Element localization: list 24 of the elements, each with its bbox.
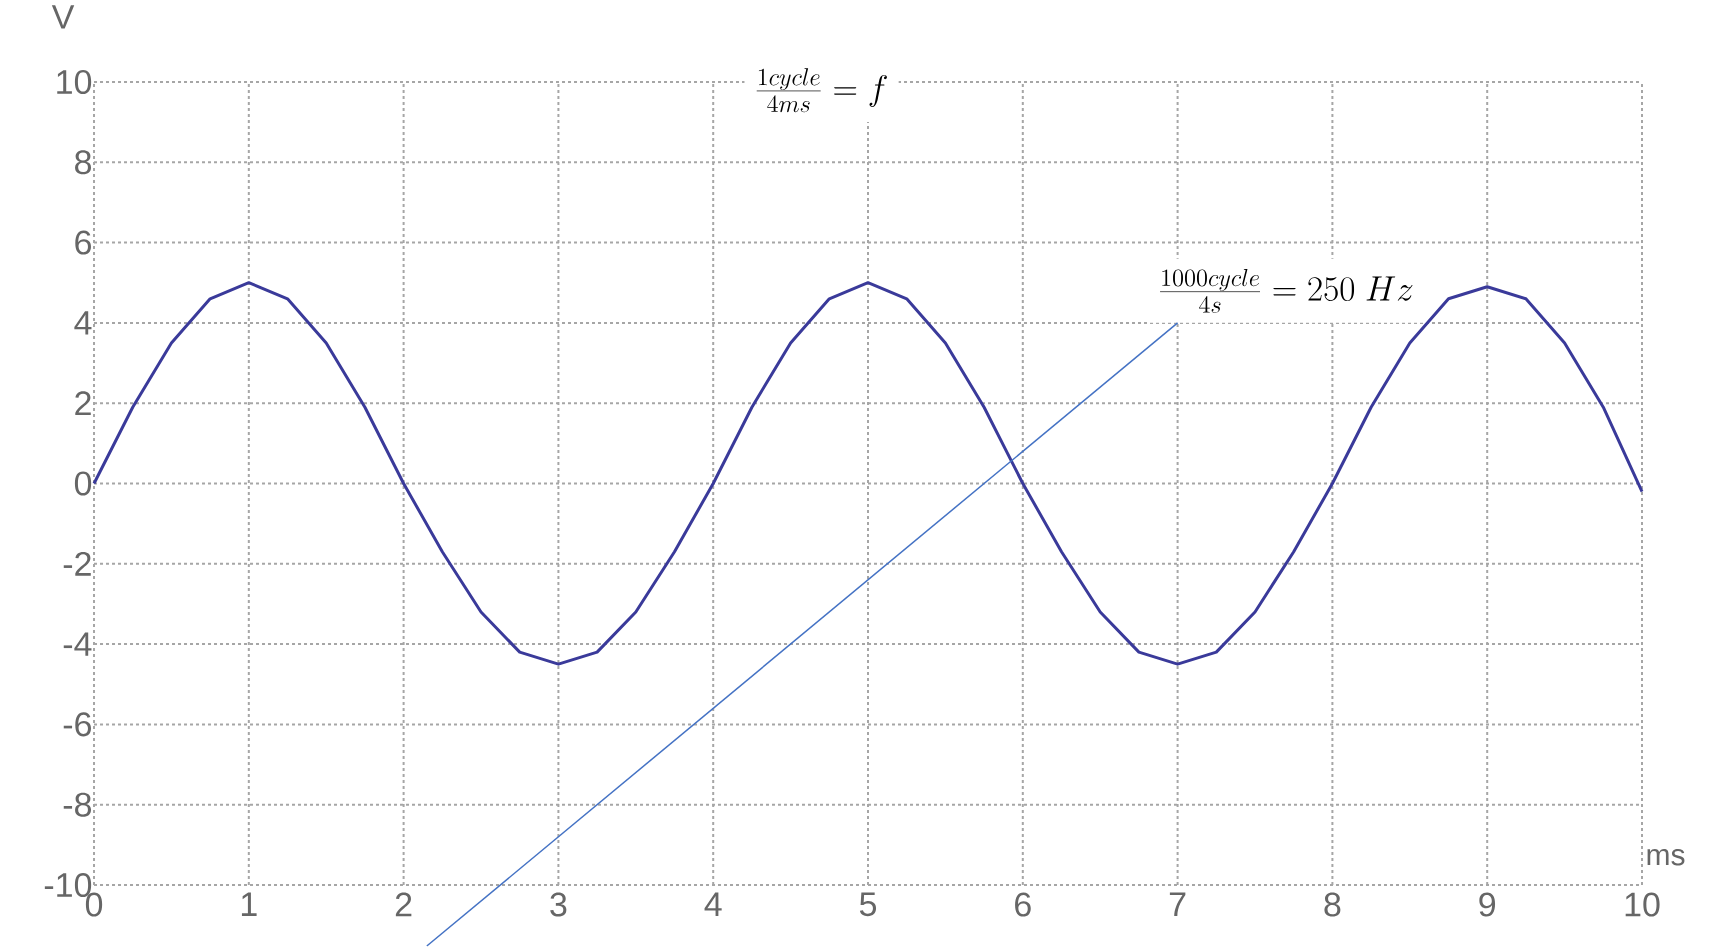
y-axis-title: V xyxy=(51,5,75,29)
x-tick-label: 3 xyxy=(550,892,567,917)
y-tick-label: 2 xyxy=(75,391,91,416)
x-tick-label: 8 xyxy=(1324,892,1341,917)
y-tick-label: -8 xyxy=(63,792,92,817)
x-tick-label: 1 xyxy=(241,892,257,917)
y-tick-label: 10 xyxy=(57,70,92,95)
x-tick-label: 10 xyxy=(1625,892,1660,917)
y-tick-label: 4 xyxy=(74,311,92,335)
y-tick-label: 8 xyxy=(75,150,92,175)
x-tick-label: 2 xyxy=(395,892,412,917)
annotation: $\frac{1cycle}{4ms} = f$ xyxy=(756,68,887,113)
x-tick-label: 9 xyxy=(1479,892,1496,917)
y-tick-label: -6 xyxy=(63,712,91,737)
x-tick-label: 4 xyxy=(704,892,722,917)
y-tick-label: -4 xyxy=(63,632,92,656)
x-tick-label: 7 xyxy=(1169,892,1186,917)
y-tick-label: 6 xyxy=(75,230,91,255)
annotation: $\frac{1000cycle}{4s} = 250\ Hz$ xyxy=(1160,269,1413,313)
y-tick-label: -2 xyxy=(63,552,91,576)
x-tick-label: 5 xyxy=(859,892,877,917)
x-tick-label: 6 xyxy=(1015,892,1031,917)
y-tick-label: 0 xyxy=(74,471,92,496)
x-axis-title: ms xyxy=(1647,849,1685,866)
